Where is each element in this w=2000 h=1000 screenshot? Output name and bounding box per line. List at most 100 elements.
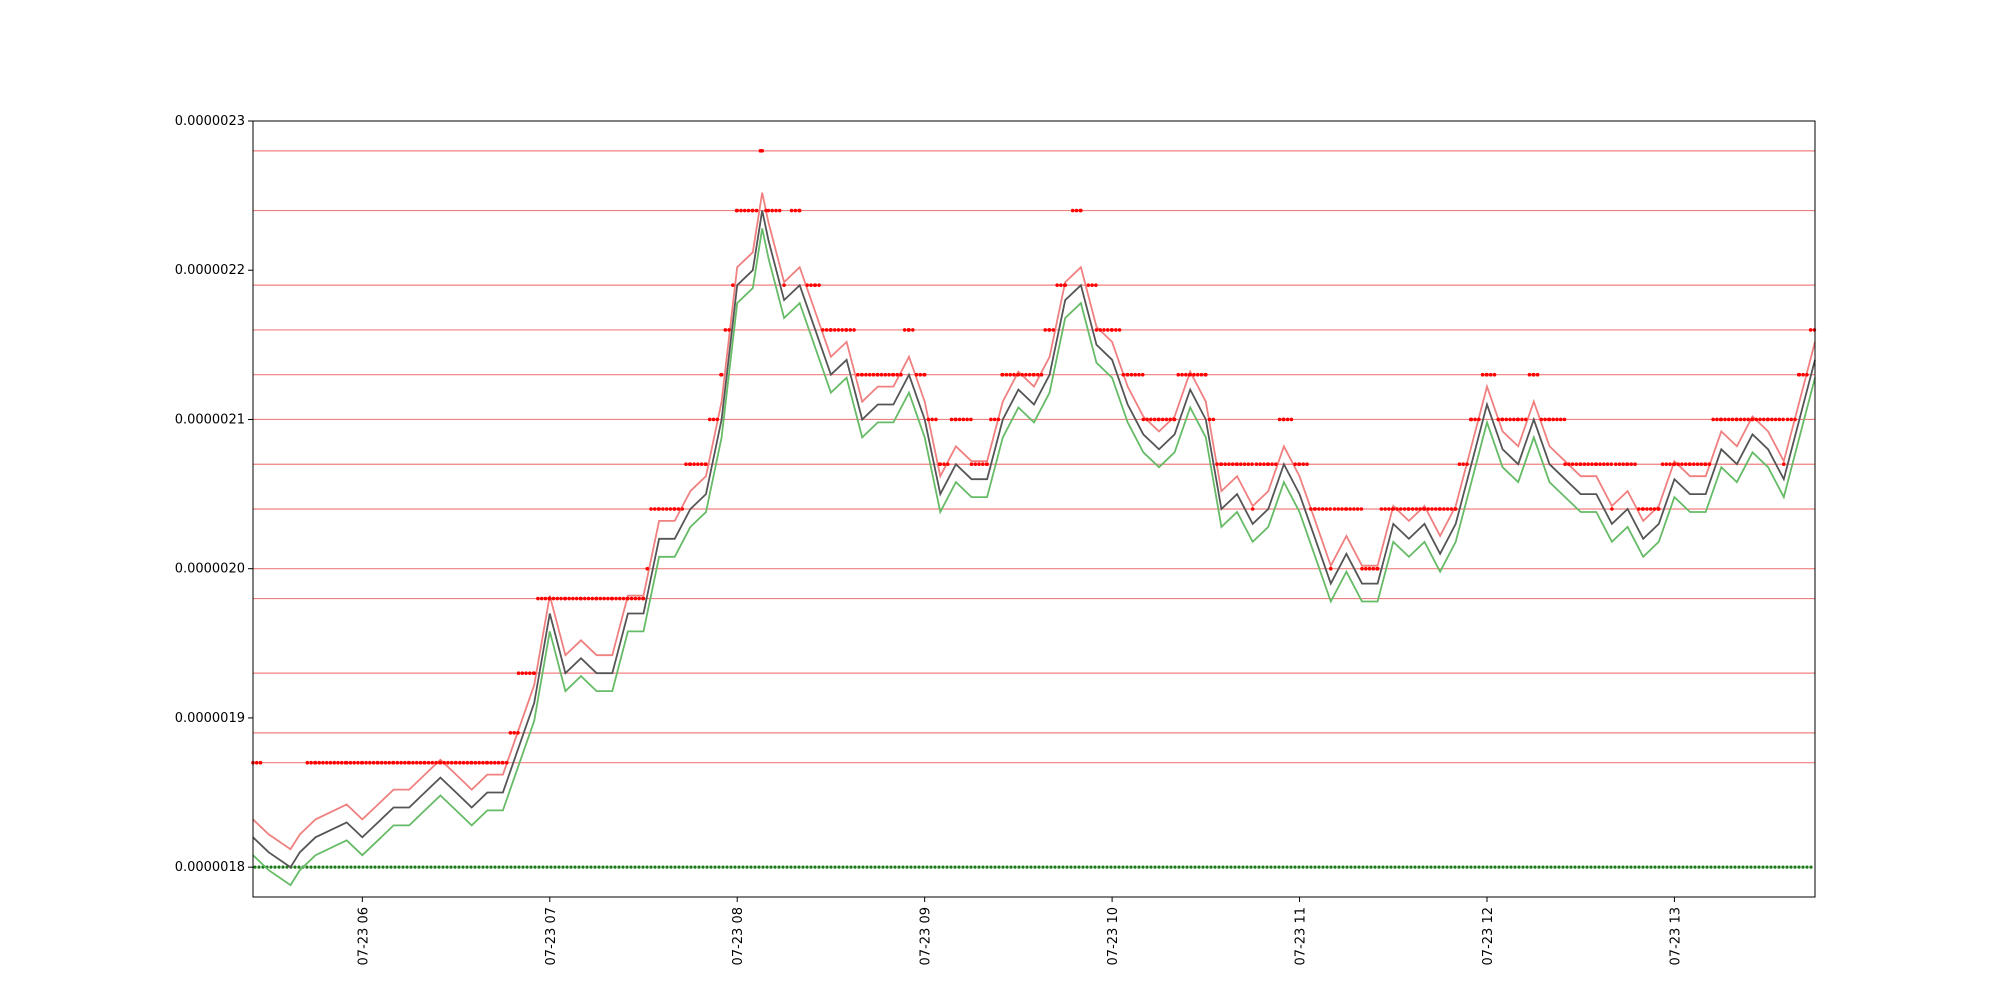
green-dot [689, 865, 693, 869]
red-dot [1551, 417, 1556, 422]
red-dot [387, 760, 392, 765]
red-dot [1707, 462, 1712, 467]
red-dot [770, 208, 775, 213]
green-dot [1105, 865, 1109, 869]
red-dot [1426, 507, 1431, 511]
green-dot [369, 865, 373, 869]
red-dot [696, 462, 700, 467]
green-dot [321, 865, 325, 869]
green-dot [1581, 865, 1585, 869]
red-dot [930, 417, 934, 422]
red-dot [672, 507, 677, 511]
green-dot [317, 865, 321, 869]
green-dot [1077, 865, 1081, 869]
green-dot [1053, 865, 1057, 869]
green-dot [457, 865, 461, 869]
green-dot [665, 865, 669, 869]
red-dot [516, 731, 520, 735]
green-dot [1017, 865, 1021, 869]
red-dot [309, 760, 313, 765]
green-dot [1129, 865, 1133, 869]
red-dot [1242, 462, 1247, 467]
green-dot [853, 865, 857, 869]
green-dot [1481, 865, 1485, 869]
green-dot [765, 865, 769, 869]
x-tick-label: 07-23 08 [731, 907, 746, 965]
red-dot [1723, 417, 1727, 422]
green-dot [1181, 865, 1185, 869]
red-dot [348, 760, 353, 765]
red-dot [1114, 328, 1118, 332]
green-dot [993, 865, 997, 869]
red-dot [1090, 283, 1094, 287]
red-dot [1266, 462, 1271, 467]
green-dot [501, 865, 505, 869]
green-dot [905, 865, 909, 869]
green-dot [961, 865, 965, 869]
red-dot [1157, 417, 1161, 422]
red-dot [989, 417, 993, 422]
red-dot [1574, 462, 1579, 467]
green-dot [1717, 865, 1721, 869]
green-dot [1161, 865, 1165, 869]
red-dot [1149, 417, 1153, 422]
red-dot [676, 507, 681, 511]
red-dot [1383, 507, 1387, 511]
red-dot [782, 283, 786, 287]
red-dot [1508, 417, 1512, 422]
red-dot [1477, 417, 1481, 422]
green-dot [789, 865, 793, 869]
red-dot [735, 208, 740, 213]
green-dot [793, 865, 797, 869]
red-dot [1512, 417, 1516, 422]
green-dot [1709, 865, 1713, 869]
green-dot [701, 865, 705, 869]
green-dot [1241, 865, 1245, 869]
red-dot [1516, 417, 1521, 422]
green-dot [565, 865, 569, 869]
red-dot [1812, 328, 1817, 332]
red-dot [844, 328, 849, 332]
green-dot [1701, 865, 1705, 869]
green-dot [1681, 865, 1685, 869]
green-dot [969, 865, 973, 869]
red-dot [321, 760, 325, 765]
red-dot [973, 462, 978, 467]
red-dot [594, 596, 599, 601]
green-dot [973, 865, 977, 869]
green-dot [1401, 865, 1405, 869]
green-dot [1625, 865, 1629, 869]
green-dot [1613, 865, 1617, 869]
red-dot [760, 149, 765, 153]
red-dot [840, 328, 844, 332]
red-dot [313, 760, 318, 765]
red-dot [1117, 328, 1122, 332]
red-dot [1648, 507, 1653, 511]
green-dot [577, 865, 581, 869]
red-dot [848, 328, 853, 332]
red-dot [957, 417, 962, 422]
red-dot [1297, 462, 1302, 467]
red-dot [1527, 372, 1532, 377]
red-dot [1043, 328, 1048, 332]
green-dot [1537, 865, 1541, 869]
green-dot [1257, 865, 1261, 869]
green-dot [801, 865, 805, 869]
green-dot [1325, 865, 1329, 869]
green-dot [381, 865, 385, 869]
red-dot [1567, 462, 1571, 467]
red-dot [1360, 566, 1364, 571]
green-dot [1609, 865, 1613, 869]
green-dot [1621, 865, 1625, 869]
red-dot [1262, 462, 1266, 467]
green-dot [1089, 865, 1093, 869]
red-dot [1602, 462, 1606, 467]
red-dot [1609, 462, 1614, 467]
green-dot [737, 865, 741, 869]
series-lines [252, 192, 1816, 887]
red-dot [1320, 507, 1325, 511]
red-dot [954, 417, 958, 422]
red-dot [1172, 417, 1177, 422]
red-dot [614, 596, 618, 601]
